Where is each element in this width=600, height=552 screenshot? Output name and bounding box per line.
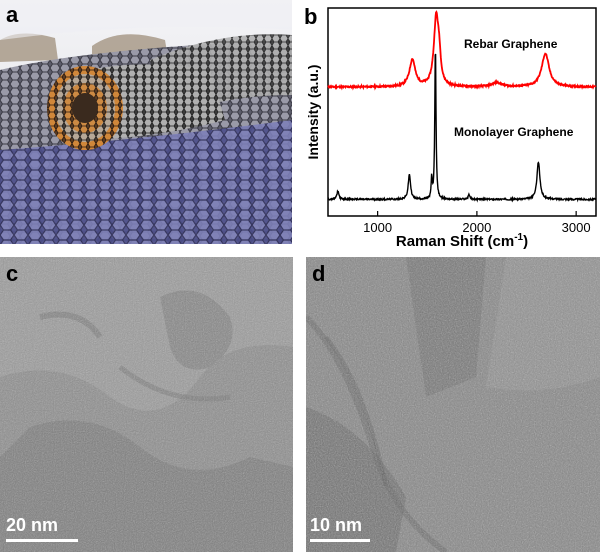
tem-micrograph-c <box>0 257 293 552</box>
x-tick-label: 3000 <box>562 220 591 235</box>
panel-c-label: c <box>6 261 19 286</box>
y-axis-label: Intensity (a.u.) <box>305 65 321 160</box>
panel-d-label: d <box>312 261 326 286</box>
x-axis-ticks: 1000 2000 3000 <box>363 211 591 235</box>
series-rebar-graphene <box>327 10 597 91</box>
x-tick-label: 2000 <box>462 220 491 235</box>
scale-bar-label-d: 10 nm <box>310 515 363 535</box>
legend-monolayer-graphene: Monolayer Graphene <box>454 125 574 139</box>
series-monolayer-graphene <box>327 53 597 203</box>
legend-rebar-graphene: Rebar Graphene <box>464 37 558 51</box>
raman-chart: b 1000 2000 3000 Rebar Graphene Monolayer … <box>304 4 597 250</box>
panel-a-label: a <box>6 2 19 27</box>
scale-bar-d <box>310 539 370 542</box>
x-tick-label: 1000 <box>363 220 392 235</box>
panel-c-tem-image: c 20 nm <box>0 257 293 552</box>
panel-b-label: b <box>304 4 317 29</box>
scale-bar-label-c: 20 nm <box>6 515 59 535</box>
plot-frame <box>327 7 597 217</box>
x-axis-label: Raman Shift (cm-1) <box>396 232 528 250</box>
panel-d-tem-image: d 10 nm <box>306 257 600 552</box>
panel-b-raman-chart: b 1000 2000 3000 Rebar Graphene Monolayer … <box>296 0 600 252</box>
panel-a-illustration: a <box>0 0 292 244</box>
tem-micrograph-d <box>306 257 600 552</box>
scale-bar-c <box>6 539 78 542</box>
rebar-graphene-illustration <box>0 0 292 244</box>
